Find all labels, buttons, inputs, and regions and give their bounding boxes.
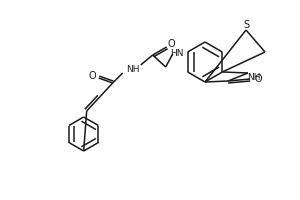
Text: NH: NH: [247, 73, 261, 82]
Text: S: S: [243, 20, 249, 30]
Text: O: O: [89, 71, 97, 81]
Text: NH: NH: [126, 66, 140, 74]
Text: O: O: [168, 39, 176, 49]
Text: HN: HN: [170, 49, 183, 58]
Text: O: O: [254, 74, 262, 84]
